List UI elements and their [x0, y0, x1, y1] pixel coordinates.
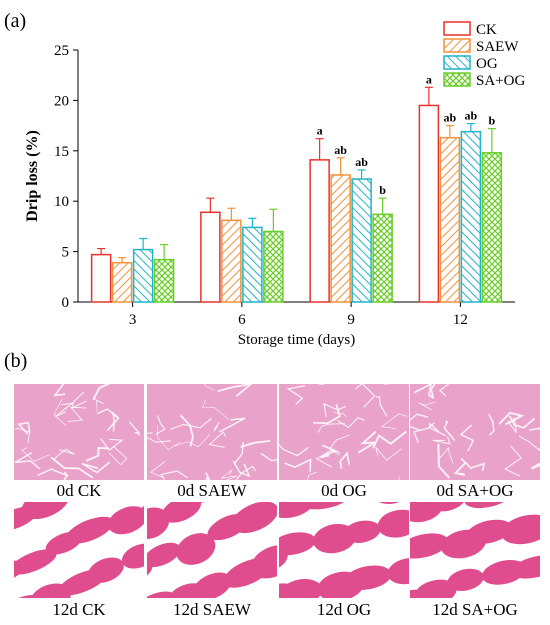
bar-sa-og: [481, 152, 503, 303]
micrograph-image: [14, 384, 144, 480]
panel-b-label: (b): [4, 350, 28, 372]
bar-og: [242, 226, 263, 303]
significance-label: a: [426, 72, 432, 86]
micrograph-label: 12d OG: [316, 600, 372, 619]
micrograph-image: [279, 384, 409, 480]
significance-label: b: [489, 114, 496, 128]
micrograph-label: 12d CK: [52, 600, 106, 619]
significance-label: ab: [355, 155, 368, 169]
bar-ck: [418, 104, 440, 303]
bar-saew: [221, 219, 242, 303]
micrograph-label: 0d OG: [321, 481, 367, 500]
bar-saew: [330, 174, 351, 303]
y-tick-label: 25: [54, 43, 69, 59]
significance-label: a: [317, 124, 323, 138]
micrograph-label: 12d SA+OG: [432, 600, 518, 619]
micrograph-0d-ck: [14, 384, 144, 480]
x-tick-label: 6: [238, 312, 246, 328]
bar-sa-og: [372, 213, 393, 303]
y-tick-label: 20: [54, 93, 69, 109]
micrograph-0d-og: [279, 384, 409, 480]
bar-saew: [111, 261, 133, 303]
legend-label: OG: [476, 56, 498, 72]
bar-og: [460, 130, 482, 303]
bar-ck: [309, 159, 330, 303]
bar-ck: [200, 211, 221, 303]
micrograph-label: 0d SAEW: [177, 481, 247, 500]
significance-label: b: [379, 183, 386, 197]
legend-swatch: [443, 72, 471, 87]
micrograph-12d-ck: [14, 502, 144, 598]
micrograph-image: [147, 502, 277, 598]
micrograph-image: [410, 384, 540, 480]
y-tick-label: 5: [62, 245, 70, 261]
legend-swatch: [443, 38, 471, 53]
micrograph-0d-saew: [147, 384, 277, 480]
significance-label: ab: [444, 111, 457, 125]
x-tick-label: 12: [453, 312, 468, 328]
micrograph-12d-og: [279, 502, 409, 598]
micrograph-12d-saew: [147, 502, 277, 598]
bar-sa-og: [153, 258, 175, 303]
legend-swatch: [443, 55, 471, 70]
micrograph-12d-sa-og: [410, 502, 540, 598]
micrograph-image: [14, 502, 144, 598]
micrograph-image: [279, 502, 409, 598]
bar-saew: [439, 136, 461, 303]
micrograph-label: 12d SAEW: [173, 600, 251, 619]
y-tick-label: 0: [62, 295, 70, 311]
micrograph-label: 0d SA+OG: [436, 481, 514, 500]
legend-label: SAEW: [476, 39, 519, 55]
y-tick-label: 10: [54, 194, 69, 210]
micrograph-image: [147, 384, 277, 480]
drip-loss-bar-chart: 0 5 10 15 20 25 Drip loss (%) Storage time (day…: [24, 21, 525, 348]
micrograph-label: 0d CK: [56, 481, 102, 500]
x-tick-label: 3: [129, 312, 137, 328]
bar-ck: [90, 253, 112, 303]
micrograph-grid: 0d CK 0d SAEW 0d OG 0d SA+OG 12d CK 12d …: [0, 380, 550, 625]
x-axis-title: Storage time (days): [238, 332, 355, 348]
bar-og: [132, 248, 154, 303]
y-tick-label: 15: [54, 144, 69, 160]
bar-og: [351, 178, 372, 303]
significance-label: ab: [334, 143, 347, 157]
legend-label: CK: [476, 22, 497, 38]
x-tick-label: 9: [347, 312, 355, 328]
bar-sa-og: [263, 230, 284, 303]
legend-label: SA+OG: [476, 73, 525, 89]
significance-label: ab: [465, 109, 478, 123]
micrograph-0d-sa-og: [410, 384, 540, 480]
legend-swatch: [443, 21, 471, 36]
panel-a-label: (a): [4, 10, 27, 32]
micrograph-image: [410, 502, 540, 598]
y-axis-title: Drip loss (%): [24, 130, 41, 222]
